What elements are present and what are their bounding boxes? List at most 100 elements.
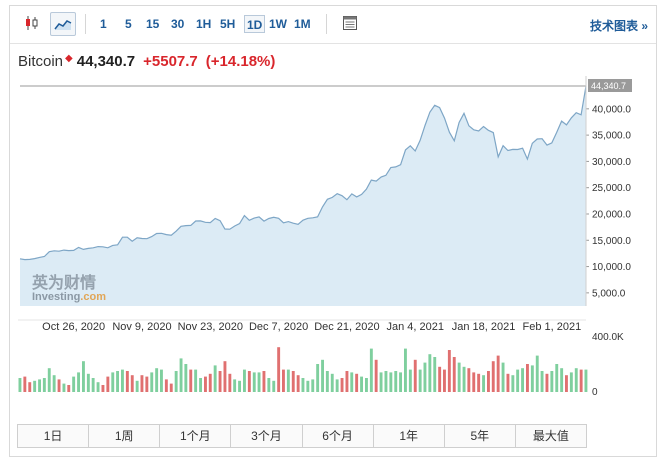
volume-bar	[140, 375, 144, 392]
asset-name: Bitcoin	[18, 53, 64, 70]
quote-header: Bitcoin ◆ 44,340.7 +5507.7 (+14.18%)	[18, 53, 275, 70]
period-5[interactable]: 5	[125, 17, 132, 31]
volume-bar	[443, 369, 446, 392]
volume-bar	[72, 376, 76, 392]
volume-bar	[394, 371, 398, 392]
x-tick-label: Jan 18, 2021	[452, 321, 516, 333]
volume-axis-zero: 0	[592, 387, 598, 398]
range-max[interactable]: 最大值	[515, 425, 586, 447]
period-30[interactable]: 30	[171, 17, 185, 31]
period-1[interactable]: 1	[100, 17, 107, 31]
volume-bar	[555, 364, 559, 392]
x-tick-label: Dec 21, 2020	[314, 321, 379, 333]
volume-bar	[487, 371, 490, 392]
period-5h[interactable]: 5H	[220, 17, 236, 31]
volume-bar	[506, 373, 510, 392]
price-line	[19, 85, 587, 261]
volume-bar	[111, 372, 115, 392]
volume-bar	[91, 378, 95, 392]
volume-bar	[121, 369, 124, 392]
volume-bar	[369, 348, 373, 392]
range-1-week[interactable]: 1周	[89, 425, 161, 447]
range-selector: 1日 1周 1个月 3个月 6个月 1年 5年 最大值	[17, 424, 587, 448]
volume-bar	[574, 368, 578, 392]
volume-bar	[67, 385, 71, 392]
volume-bar	[423, 362, 427, 392]
volume-bar	[389, 372, 393, 392]
volume-bar	[584, 369, 588, 392]
volume-bar	[277, 347, 281, 392]
volume-bar	[399, 372, 402, 392]
period-1w[interactable]: 1W	[269, 17, 287, 31]
volume-bar	[42, 378, 46, 392]
x-tick-label: Nov 9, 2020	[112, 321, 171, 333]
volume-bar	[418, 369, 422, 392]
range-1-month[interactable]: 1个月	[160, 425, 232, 447]
period-1m[interactable]: 1M	[294, 17, 311, 31]
volume-bar	[33, 380, 37, 392]
volume-bar	[28, 382, 32, 392]
volume-bar	[23, 376, 27, 392]
technical-chart-link[interactable]: 技术图表 »	[589, 19, 648, 33]
volume-bar	[282, 369, 285, 392]
price-change-percent: (+14.18%)	[205, 53, 276, 70]
area-chart-icon[interactable]	[50, 12, 76, 36]
volume-bar	[155, 368, 159, 392]
diamond-icon: ◆	[65, 53, 73, 64]
volume-bar	[550, 371, 554, 392]
volume-bar	[511, 375, 515, 392]
volume-bar	[560, 368, 564, 392]
volume-bar	[350, 372, 354, 392]
range-3-month[interactable]: 3个月	[231, 425, 303, 447]
period-15[interactable]: 15	[146, 17, 160, 31]
volume-bar	[340, 378, 344, 392]
volume-bar	[101, 385, 105, 392]
volume-bar	[345, 371, 349, 392]
volume-bar	[213, 365, 217, 392]
candlestick-icon[interactable]	[20, 12, 44, 34]
volume-bar	[330, 373, 334, 392]
volume-bar	[164, 379, 168, 392]
volume-bar	[472, 372, 476, 392]
last-price-tag-label: 44,340.7	[591, 81, 626, 91]
volume-bar	[179, 358, 183, 392]
range-5-year[interactable]: 5年	[444, 425, 516, 447]
volume-bar	[311, 379, 315, 392]
volume-bar	[428, 354, 432, 392]
volume-bar	[184, 364, 188, 392]
volume-bar	[379, 372, 383, 392]
volume-bar	[267, 378, 271, 392]
watermark-brand-en: Investing.com	[32, 291, 106, 303]
toolbar-separator	[326, 14, 327, 34]
volume-bar	[86, 373, 90, 392]
price-chart: 44,340.7 英为财情 Investing.com 40,000.0 35,0…	[18, 76, 632, 398]
volume-bar	[77, 372, 80, 392]
period-1h[interactable]: 1H	[196, 17, 212, 31]
volume-bar	[467, 368, 471, 392]
volume-bar	[233, 379, 237, 392]
period-1d[interactable]: 1D	[244, 15, 266, 33]
volume-bar	[199, 378, 202, 392]
volume-bar	[145, 376, 149, 392]
x-tick-label: Jan 4, 2021	[386, 321, 444, 333]
range-1-year[interactable]: 1年	[373, 425, 445, 447]
x-tick-label: Oct 26, 2020	[42, 321, 105, 333]
volume-bar	[491, 361, 495, 392]
y-tick-label: 25,000.0	[592, 183, 631, 194]
volume-bar	[565, 375, 568, 392]
volume-bar	[130, 375, 134, 392]
volume-bar	[374, 359, 378, 392]
range-1-day[interactable]: 1日	[18, 425, 90, 447]
volume-bar	[47, 368, 51, 392]
volume-bar	[526, 364, 529, 392]
volume-bar	[135, 380, 139, 392]
volume-bar	[384, 371, 388, 392]
volume-bar	[530, 365, 534, 392]
volume-bar	[52, 375, 56, 392]
volume-bar	[38, 379, 41, 392]
volume-bar	[291, 371, 295, 392]
chart-widget: 1 5 15 30 1H 5H 1D 1W 1M 技术图表 » Bitcoin ◆…	[9, 5, 657, 457]
range-6-month[interactable]: 6个月	[302, 425, 374, 447]
volume-bar	[247, 371, 251, 392]
settings-table-icon[interactable]	[338, 12, 362, 34]
